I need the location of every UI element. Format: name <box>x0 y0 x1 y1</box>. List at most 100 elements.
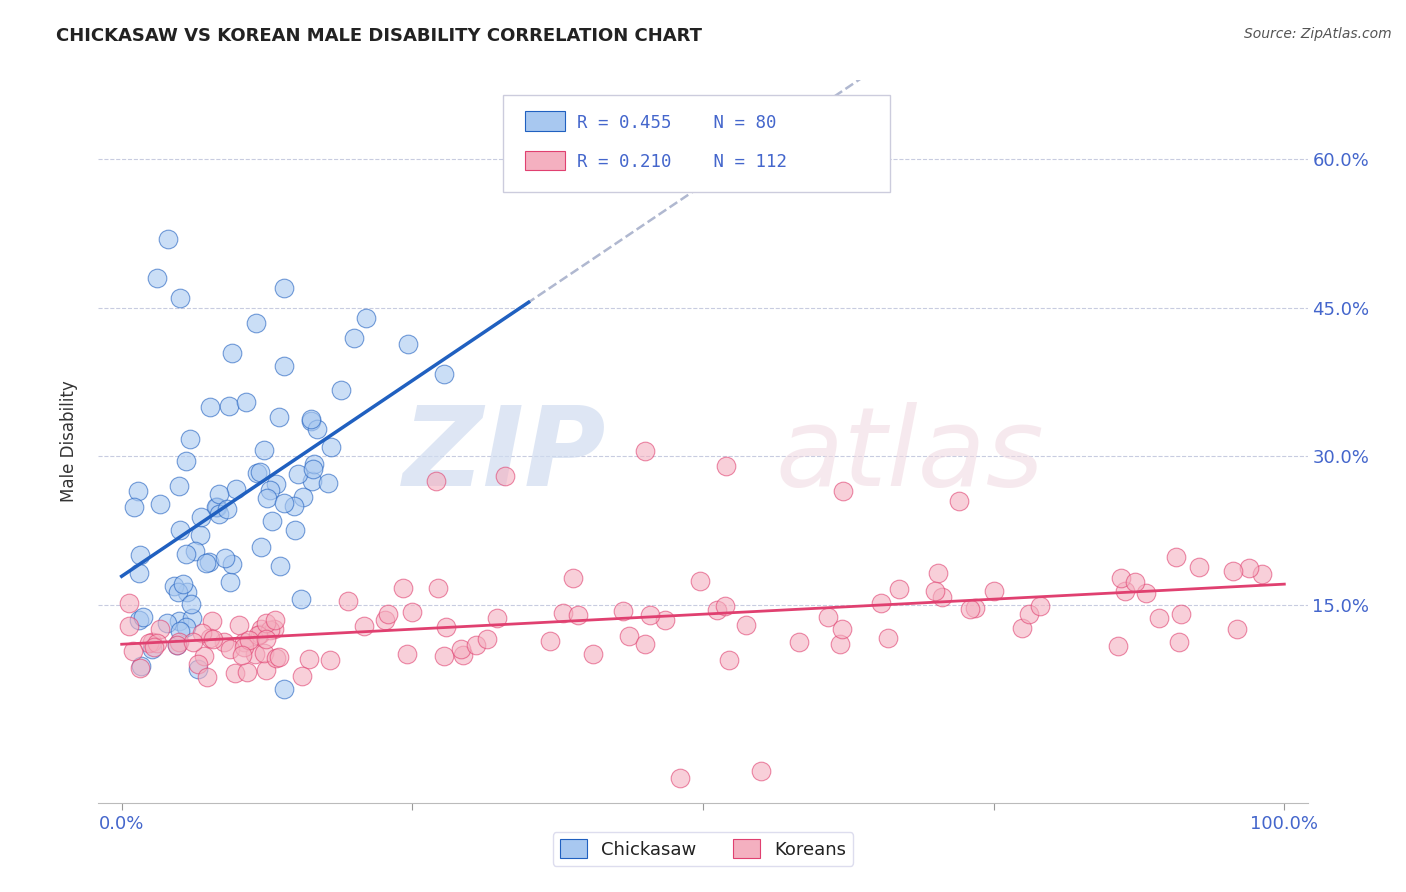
Point <box>155 616 177 631</box>
Point <box>169 523 191 537</box>
Point <box>273 681 295 696</box>
Point <box>377 607 399 622</box>
Point <box>179 432 201 446</box>
Point <box>188 528 211 542</box>
Point <box>831 483 853 498</box>
Point <box>374 613 396 627</box>
Point <box>453 648 475 662</box>
Point <box>427 582 450 596</box>
Point <box>190 626 212 640</box>
Point <box>870 596 893 610</box>
Point <box>232 634 254 648</box>
Point <box>1188 560 1211 574</box>
Point <box>174 547 197 561</box>
Point <box>180 610 202 624</box>
Point <box>1135 586 1157 600</box>
Point <box>129 659 152 673</box>
Point <box>180 597 202 611</box>
Point <box>167 635 190 649</box>
Point <box>167 479 190 493</box>
Point <box>830 637 852 651</box>
Point <box>714 599 737 614</box>
Point <box>392 581 415 595</box>
Point <box>299 412 322 426</box>
Point <box>259 623 281 637</box>
Point <box>263 622 285 636</box>
Point <box>197 555 219 569</box>
Point <box>253 442 276 457</box>
Point <box>876 632 898 646</box>
Point <box>208 487 231 501</box>
Point <box>1018 607 1040 622</box>
Point <box>401 605 423 619</box>
Point <box>264 651 287 665</box>
Point <box>354 310 377 325</box>
Point <box>298 651 321 665</box>
Point <box>219 641 242 656</box>
Point <box>221 346 243 360</box>
Point <box>259 483 281 498</box>
Text: R = 0.210    N = 112: R = 0.210 N = 112 <box>578 153 787 171</box>
Point <box>128 613 150 627</box>
Point <box>205 500 228 514</box>
Point <box>243 647 266 661</box>
Point <box>128 566 150 580</box>
Point <box>734 618 756 632</box>
Point <box>302 462 325 476</box>
Point <box>1166 549 1188 564</box>
Text: R = 0.455    N = 80: R = 0.455 N = 80 <box>578 113 776 132</box>
Point <box>494 469 516 483</box>
Point <box>299 414 322 428</box>
Point <box>246 467 269 481</box>
Point <box>290 591 312 606</box>
Point <box>186 657 208 671</box>
Point <box>169 291 191 305</box>
Point <box>187 662 209 676</box>
Point <box>717 653 740 667</box>
Point <box>668 771 690 785</box>
Point <box>228 617 250 632</box>
Point <box>1011 621 1033 635</box>
Point <box>1237 561 1260 575</box>
Point <box>396 336 419 351</box>
Point <box>436 620 458 634</box>
Point <box>1251 566 1274 581</box>
Point <box>127 483 149 498</box>
Point <box>336 594 359 608</box>
FancyBboxPatch shape <box>503 95 890 193</box>
Point <box>217 501 239 516</box>
Point <box>208 507 231 521</box>
FancyBboxPatch shape <box>526 152 565 170</box>
Point <box>184 543 207 558</box>
Point <box>172 577 194 591</box>
Point <box>218 399 240 413</box>
Point <box>612 604 634 618</box>
Text: ZIP: ZIP <box>402 402 606 509</box>
Point <box>706 603 728 617</box>
Point <box>283 500 305 514</box>
Point <box>197 670 219 684</box>
Point <box>450 641 472 656</box>
Point <box>149 497 172 511</box>
Point <box>305 422 328 436</box>
Point <box>1170 607 1192 622</box>
Point <box>959 601 981 615</box>
Point <box>634 444 657 458</box>
Point <box>193 648 215 663</box>
Point <box>433 649 456 664</box>
Point <box>149 622 172 636</box>
Point <box>948 494 970 508</box>
Point <box>122 644 145 658</box>
Point <box>617 630 640 644</box>
Point <box>329 383 352 397</box>
Point <box>190 510 212 524</box>
Point <box>166 638 188 652</box>
Point <box>118 618 141 632</box>
Point <box>475 632 498 646</box>
Point <box>1149 611 1171 625</box>
Point <box>273 281 295 295</box>
Point <box>263 613 285 627</box>
Point <box>301 474 323 488</box>
Point <box>1109 571 1132 585</box>
Point <box>562 571 585 585</box>
